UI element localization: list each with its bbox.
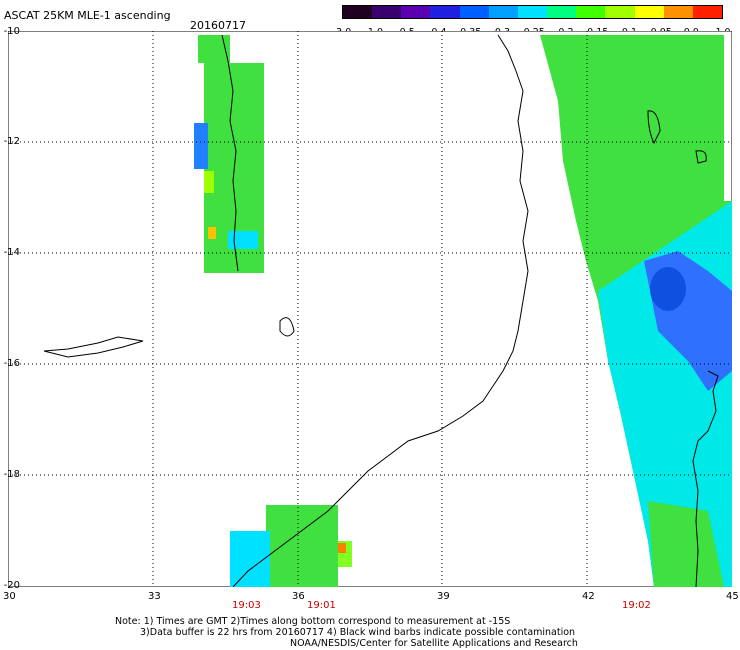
pass-time-label: 19:03 [232, 600, 261, 611]
coastline [43, 34, 719, 587]
pass-time-label: 19:01 [307, 600, 336, 611]
lat-label: -16 [3, 358, 20, 369]
color-scale-segment [576, 6, 606, 18]
swath-east [540, 35, 732, 587]
lon-label: 45 [726, 591, 739, 602]
color-scale-segment [634, 6, 664, 18]
map-title: ASCAT 25KM MLE-1 ascending [4, 9, 171, 22]
lon-label: 42 [582, 591, 595, 602]
lat-label: -12 [3, 136, 20, 147]
lon-label: 39 [437, 591, 450, 602]
map-date: 20160717 [190, 19, 246, 32]
pass-time-label: 19:02 [622, 600, 651, 611]
color-scale-segment [488, 6, 518, 18]
color-scale-segment [372, 6, 402, 18]
color-scale-segment [459, 6, 489, 18]
color-scale-segment [547, 6, 577, 18]
color-scale-segment [401, 6, 431, 18]
graticule [8, 31, 732, 587]
color-scale-segment [343, 6, 373, 18]
color-scale-segment [692, 6, 723, 18]
note-line-1: Note: 1) Times are GMT 2)Times along bot… [115, 616, 511, 627]
color-scale-segment [517, 6, 548, 18]
lat-label: -14 [3, 247, 20, 258]
lon-label: 33 [148, 591, 161, 602]
color-scale-segment [605, 6, 635, 18]
note-line-3: NOAA/NESDIS/Center for Satellite Applica… [290, 638, 578, 649]
lat-label: -20 [3, 580, 20, 591]
lat-label: -10 [3, 26, 20, 37]
swath-west [194, 35, 264, 273]
note-line-2: 3)Data buffer is 22 hrs from 20160717 4)… [140, 627, 576, 638]
color-scale-segment [663, 6, 693, 18]
lon-label: 30 [3, 591, 16, 602]
lon-label: 36 [292, 591, 305, 602]
lat-label: -18 [3, 469, 20, 480]
color-scale-segment [430, 6, 460, 18]
color-scale-bar [342, 5, 723, 19]
swath-south [230, 505, 352, 587]
swath-map [8, 31, 732, 587]
